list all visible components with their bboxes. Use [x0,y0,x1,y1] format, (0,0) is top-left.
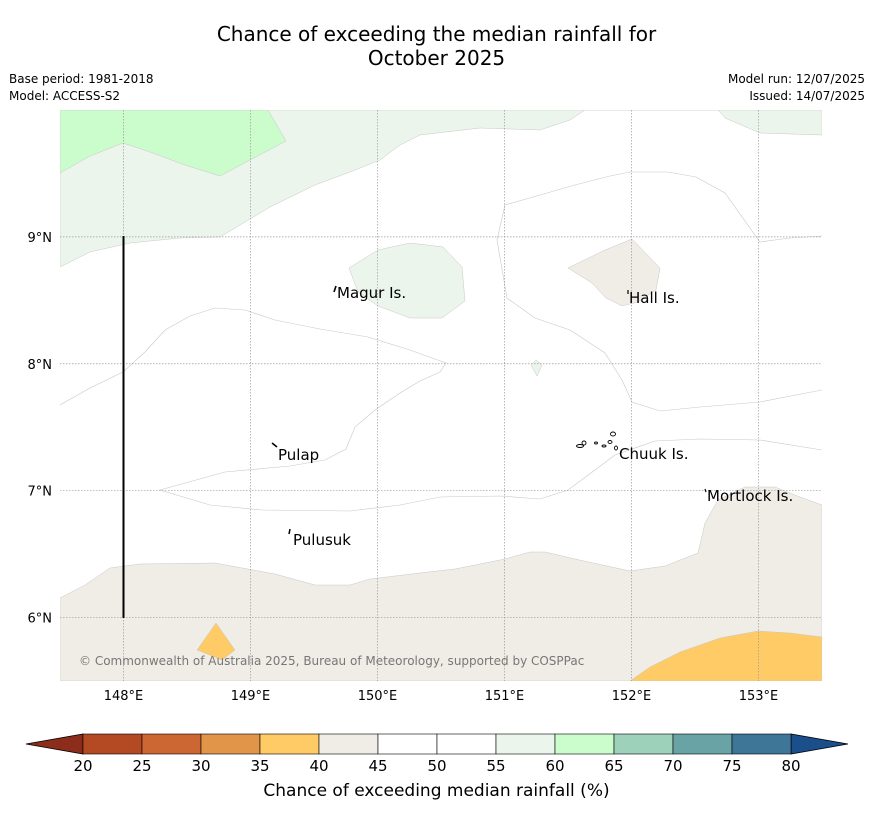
model-run: Model run: 12/07/2025 [727,72,865,86]
colorbar-high-extend [790,733,849,755]
pulap-island-shape [271,442,278,448]
colorbar-swatch-0 [82,733,143,755]
mortlock-island-shape [704,488,707,493]
colorbar-tick-label: 55 [486,757,505,775]
title-line-1: Chance of exceeding the median rainfall … [216,22,657,46]
region-55-60-small [530,359,543,377]
grid-lat [60,236,822,618]
pulusuk-island-shape [288,528,291,535]
meta-right: Model run: 12/07/2025 Issued: 14/07/2025 [728,71,865,105]
colorbar-swatch-6 [436,733,497,755]
island-markers [271,285,707,535]
region-35-40-west [196,622,236,661]
label-pulusuk: Pulusuk [293,531,351,549]
colorbar-swatch-4 [318,733,379,755]
title-line-2: October 2025 [367,46,506,70]
colorbar-swatch-10 [672,733,733,755]
lon-tick-label: 148°E [104,689,144,704]
contour-west [60,307,822,512]
colorbar-tick-label: 75 [722,757,741,775]
copyright-text: © Commonwealth of Australia 2025, Bureau… [79,654,584,668]
base-period: Base period: 1981-2018 [9,72,154,86]
colorbar-tick-label: 30 [191,757,210,775]
region-60-65-northwest [60,110,287,177]
colorbar-swatch-1 [141,733,202,755]
colorbar-tick-label: 25 [132,757,151,775]
map-area: Magur Is. Hall Is. Pulap Chuuk Is. Mortl… [60,110,822,681]
region-35-40-southeast [629,630,822,681]
issued-date: Issued: 14/07/2025 [749,89,865,103]
contour-east [496,171,822,412]
lon-tick-label: 149°E [231,689,271,704]
lon-tick-label: 151°E [485,689,525,704]
meta-left: Base period: 1981-2018 Model: ACCESS-S2 [9,71,154,105]
longitude-tick-labels: 148°E 149°E 150°E 151°E 152°E 153°E [104,689,779,704]
label-magur: Magur Is. [337,284,406,302]
colorbar-swatch-8 [554,733,615,755]
label-mortlock: Mortlock Is. [707,487,793,505]
colorbar-tick-label: 80 [781,757,800,775]
colorbar-tick-label: 35 [250,757,269,775]
colorbar-low-extend [25,733,84,755]
lon-tick-label: 150°E [358,689,398,704]
colorbar-swatch-3 [259,733,320,755]
region-40-45-hall [567,238,661,307]
lat-tick-label: 9°N [28,231,53,246]
model-name: Model: ACCESS-S2 [9,89,121,103]
lon-tick-label: 153°E [739,689,779,704]
magur-island-shape [333,285,337,293]
colorbar-tick-label: 65 [604,757,623,775]
colorbar-tick-label: 40 [309,757,328,775]
map-title: Chance of exceeding the median rainfall … [0,22,873,70]
colorbar-tick-label: 60 [545,757,564,775]
colorbar-label: Chance of exceeding median rainfall (%) [263,781,610,801]
label-pulap: Pulap [278,446,319,464]
colorbar-tick-label: 70 [663,757,682,775]
colorbar: 20 25 30 35 40 45 50 55 60 65 70 75 80 [25,733,849,775]
lat-tick-label: 6°N [28,612,53,627]
region-55-60-magur [348,242,466,319]
colorbar-tick-label: 45 [368,757,387,775]
latitude-tick-labels: 9°N 8°N 7°N 6°N [28,231,53,627]
colorbar-swatch-5 [377,733,438,755]
colorbar-tick-label: 50 [427,757,446,775]
label-chuuk: Chuuk Is. [619,445,688,463]
chuuk-island-shapes [576,431,618,451]
lon-tick-label: 152°E [612,689,652,704]
colorbar-swatch-11 [731,733,792,755]
lat-tick-label: 8°N [28,358,53,373]
colorbar-tick-label: 20 [73,757,92,775]
lat-tick-label: 7°N [28,485,53,500]
colorbar-swatch-9 [613,733,674,755]
colorbar-swatch-7 [495,733,556,755]
colorbar-swatch-2 [200,733,261,755]
label-hall: Hall Is. [629,289,680,307]
